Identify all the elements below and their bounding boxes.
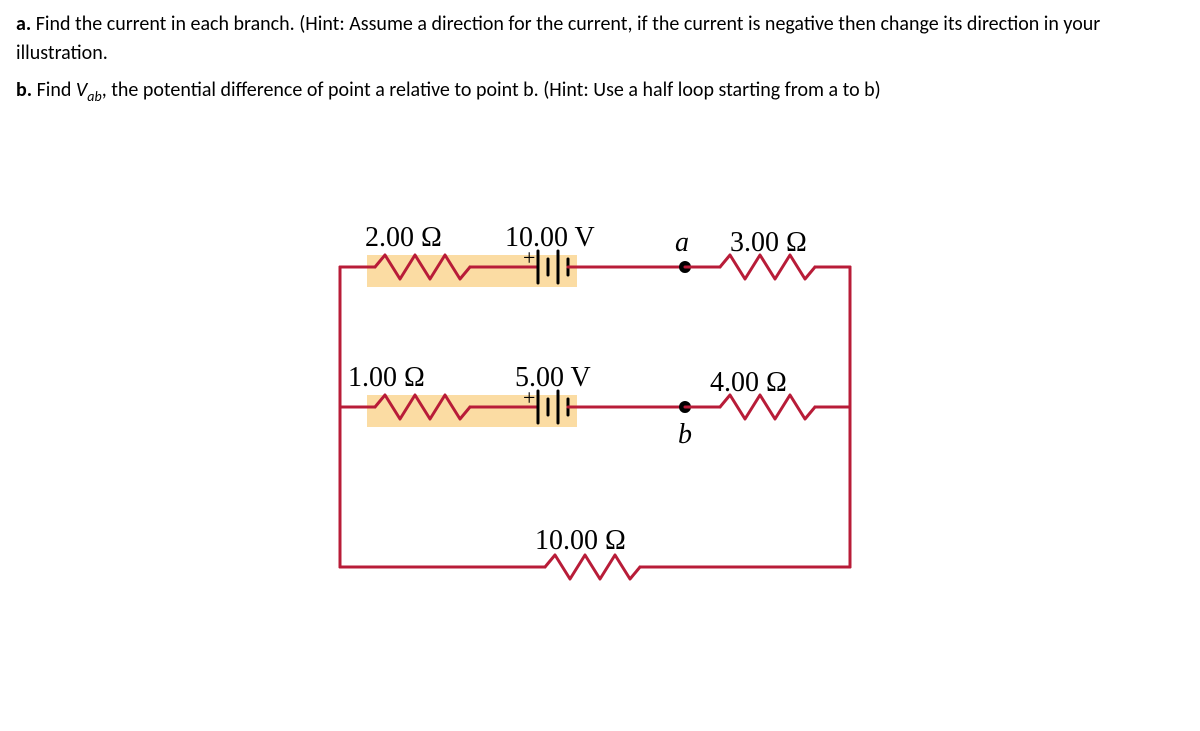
label-r-bot: 10.00 Ω (535, 525, 626, 557)
label-v-top: 10.00 V (505, 222, 595, 254)
problem-a: a. Find the current in each branch. (Hin… (16, 10, 1184, 68)
label-r-top-left: 2.00 Ω (365, 222, 442, 254)
label-r-top-right: 3.00 Ω (730, 227, 807, 259)
label-r-mid-left: 1.00 Ω (348, 362, 425, 394)
plus-mid: + (523, 385, 535, 411)
label-node-a: a (675, 227, 689, 259)
problem-b-text-1: Find (32, 78, 76, 102)
problem-a-prefix: a. (16, 12, 31, 36)
label-node-b: b (678, 419, 692, 451)
label-r-mid-right: 4.00 Ω (710, 367, 787, 399)
circuit-diagram: 2.00 Ω 10.00 V a 3.00 Ω 1.00 Ω 5.00 V 4.… (290, 167, 910, 607)
problem-b-symbol: Vab (76, 78, 102, 102)
problem-b-text-2: , the potential difference of point a re… (102, 78, 881, 102)
problem-a-text: Find the current in each branch. (Hint: … (16, 12, 1100, 65)
problem-b: b. Find Vab, the potential difference of… (16, 76, 1184, 107)
problem-b-prefix: b. (16, 78, 32, 102)
plus-top: + (523, 245, 535, 271)
